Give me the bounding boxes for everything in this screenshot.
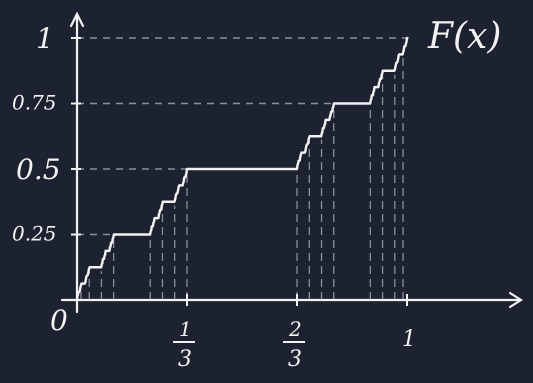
origin-label: 0 bbox=[50, 304, 68, 337]
tick-marks bbox=[71, 37, 408, 306]
x-tick-denominator: 3 bbox=[178, 347, 192, 372]
x-axis-arrowhead bbox=[508, 291, 524, 309]
cantor-staircase-curve bbox=[75, 36, 409, 302]
x-tick-numerator: 1 bbox=[179, 317, 192, 341]
x-tick-denominator: 3 bbox=[288, 347, 302, 372]
y-tick-label: 0.5 bbox=[16, 153, 61, 186]
tick-labels: 0.25 0.5 0.75 1 1 3 2 3 1 bbox=[12, 22, 416, 372]
curve-label: F(x) bbox=[427, 16, 501, 57]
x-tick-numerator: 2 bbox=[288, 317, 302, 341]
y-tick-label: 0.75 bbox=[12, 91, 57, 115]
axes bbox=[60, 11, 524, 314]
x-tick-label: 1 bbox=[402, 327, 416, 352]
y-tick-label: 1 bbox=[36, 22, 54, 55]
y-axis-arrowhead bbox=[69, 11, 85, 28]
guide-lines bbox=[77, 37, 414, 300]
y-tick-label: 0.25 bbox=[12, 222, 57, 246]
